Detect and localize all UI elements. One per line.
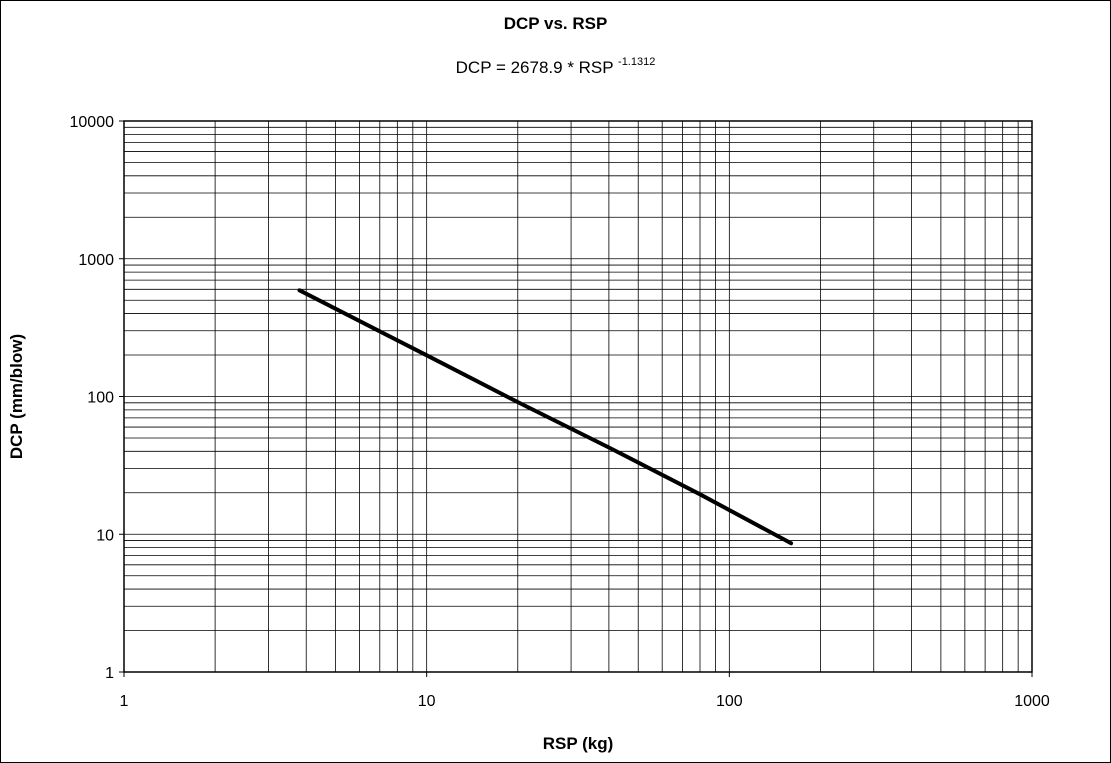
- y-tick-label: 10000: [70, 114, 115, 131]
- y-tick-label: 100: [87, 390, 114, 407]
- x-tick-label: 10: [418, 693, 436, 710]
- y-axis-label: DCP (mm/blow): [7, 334, 26, 459]
- y-tick-label: 10: [96, 527, 114, 544]
- y-tick-label: 1: [105, 665, 114, 682]
- series-group: [300, 290, 792, 543]
- y-tick-label: 1000: [78, 252, 114, 269]
- y-tick-labels: 1 10 100 1000 10000: [70, 114, 115, 682]
- series-line: [300, 290, 792, 543]
- x-tick-label: 1: [120, 693, 129, 710]
- x-axis-label: RSP (kg): [543, 734, 614, 753]
- grid-lines: [119, 121, 1032, 677]
- x-tick-label: 100: [716, 693, 743, 710]
- x-tick-labels: 1 10 100 1000: [120, 693, 1050, 710]
- x-tick-label: 1000: [1014, 693, 1050, 710]
